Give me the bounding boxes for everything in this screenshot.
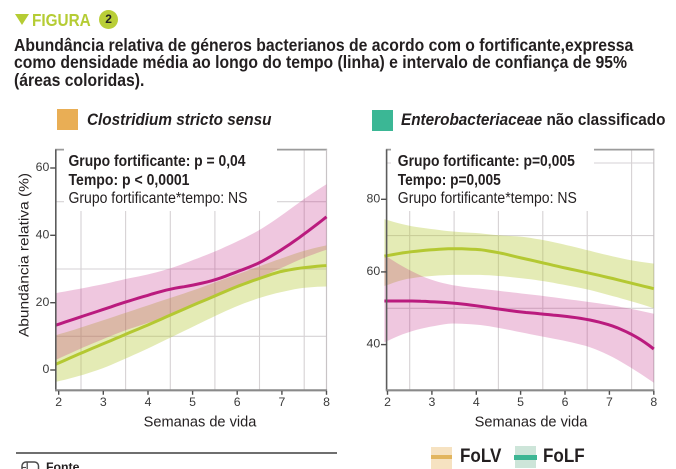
svg-text:4: 4 xyxy=(473,395,480,409)
svg-text:Grupo fortificante: p = 0,04: Grupo fortificante: p = 0,04 xyxy=(69,153,246,170)
svg-text:6: 6 xyxy=(234,395,241,409)
svg-text:Grupo fortificante*tempo: NS: Grupo fortificante*tempo: NS xyxy=(69,190,248,207)
svg-text:Tempo: p < 0,0001: Tempo: p < 0,0001 xyxy=(69,172,190,189)
svg-text:4: 4 xyxy=(145,395,152,409)
svg-text:Abundância relativa (%): Abundância relativa (%) xyxy=(17,173,33,337)
svg-text:3: 3 xyxy=(428,395,435,409)
svg-text:3: 3 xyxy=(100,395,107,409)
svg-text:Grupo fortificante: p=0,005: Grupo fortificante: p=0,005 xyxy=(398,153,575,170)
svg-text:40: 40 xyxy=(36,227,50,241)
svg-text:60: 60 xyxy=(36,160,50,174)
svg-text:2: 2 xyxy=(384,395,391,409)
svg-text:8: 8 xyxy=(650,395,657,409)
svg-text:60: 60 xyxy=(367,264,381,278)
svg-text:40: 40 xyxy=(367,337,381,351)
svg-text:20: 20 xyxy=(36,295,50,309)
svg-text:7: 7 xyxy=(278,395,285,409)
svg-text:7: 7 xyxy=(606,395,613,409)
svg-text:Semanas de vida: Semanas de vida xyxy=(475,415,589,431)
svg-text:Grupo fortificante*tempo: NS: Grupo fortificante*tempo: NS xyxy=(398,190,577,207)
svg-text:Semanas de vida: Semanas de vida xyxy=(144,415,258,431)
svg-text:Tempo: p=0,005: Tempo: p=0,005 xyxy=(398,172,501,189)
svg-text:2: 2 xyxy=(55,395,62,409)
svg-text:5: 5 xyxy=(189,395,196,409)
svg-text:6: 6 xyxy=(562,395,569,409)
svg-text:8: 8 xyxy=(323,395,330,409)
svg-text:0: 0 xyxy=(42,362,49,376)
svg-text:80: 80 xyxy=(367,191,381,205)
svg-text:5: 5 xyxy=(517,395,524,409)
